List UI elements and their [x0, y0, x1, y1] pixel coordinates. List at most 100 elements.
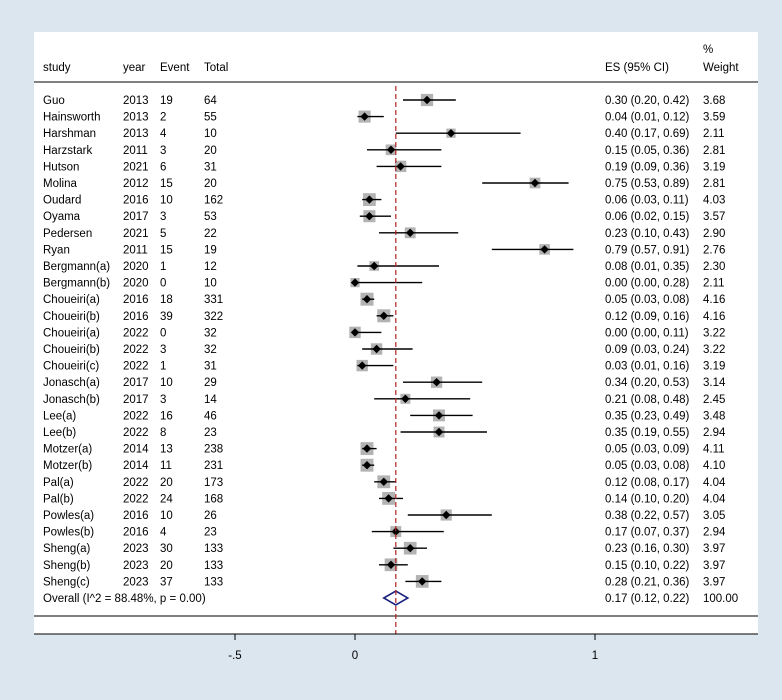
study-event: 20 — [160, 560, 173, 572]
study-row: Oyama 2017 3 53 0.06 (0.02, 0.15) 3.57 — [43, 211, 725, 223]
study-name: Pal(b) — [43, 493, 74, 505]
point-estimate — [434, 411, 444, 420]
point-estimate — [396, 162, 405, 171]
study-row: Pal(a) 2022 20 173 0.12 (0.08, 0.17) 4.04 — [43, 477, 726, 489]
study-total: 14 — [204, 394, 217, 406]
study-year: 2022 — [123, 427, 149, 439]
study-total: 31 — [204, 361, 217, 373]
study-row: Choueiri(b) 2022 3 32 0.09 (0.03, 0.24) 3.22 — [43, 344, 725, 356]
study-row: Hainsworth 2013 2 55 0.04 (0.01, 0.12) 3.59 — [43, 112, 725, 124]
study-total: 173 — [204, 477, 223, 489]
study-event: 16 — [160, 410, 173, 422]
study-total: 322 — [204, 311, 223, 323]
study-total: 133 — [204, 543, 223, 555]
study-weight: 2.81 — [703, 178, 725, 190]
header-event: Event — [160, 62, 190, 74]
study-es-ci: 0.38 (0.22, 0.57) — [605, 510, 690, 522]
x-tick-label: -.5 — [228, 650, 241, 662]
study-name: Harshman — [43, 128, 96, 140]
study-total: 10 — [204, 278, 217, 290]
study-total: 231 — [204, 460, 223, 472]
table-header: study year Event Total ES (95% CI) % Wei… — [43, 44, 739, 74]
study-name: Oyama — [43, 211, 81, 223]
study-weight: 4.16 — [703, 311, 725, 323]
point-estimate — [350, 278, 360, 287]
study-weight: 4.10 — [703, 460, 725, 472]
x-axis-ticks: -.5 0 1 — [228, 634, 598, 662]
study-event: 1 — [160, 261, 166, 273]
point-estimate — [401, 394, 410, 403]
study-event: 3 — [160, 211, 166, 223]
study-name: Pal(a) — [43, 477, 74, 489]
header-weight-pct: % — [703, 44, 713, 56]
study-event: 10 — [160, 377, 173, 389]
study-event: 1 — [160, 361, 166, 373]
study-weight: 2.81 — [703, 145, 725, 157]
study-es-ci: 0.09 (0.03, 0.24) — [605, 344, 690, 356]
study-total: 10 — [204, 128, 217, 140]
study-row: Choueiri(a) 2016 18 331 0.05 (0.03, 0.08) 4.1… — [43, 294, 725, 306]
study-year: 2016 — [123, 510, 149, 522]
study-row: Harshman 2013 4 10 0.40 (0.17, 0.69) 2.11 — [43, 128, 725, 140]
point-estimate — [350, 328, 360, 337]
study-name: Oudard — [43, 195, 81, 207]
study-year: 2022 — [123, 410, 149, 422]
study-weight: 3.14 — [703, 377, 726, 389]
study-es-ci: 0.28 (0.21, 0.36) — [605, 576, 690, 588]
study-event: 39 — [160, 311, 173, 323]
study-total: 19 — [204, 244, 217, 256]
study-total: 331 — [204, 294, 223, 306]
study-year: 2016 — [123, 527, 149, 539]
study-name: Lee(b) — [43, 427, 76, 439]
study-name: Choueiri(b) — [43, 344, 100, 356]
study-row: Harzstark 2011 3 20 0.15 (0.05, 0.36) 2.81 — [43, 145, 725, 157]
study-row: Jonasch(b) 2017 3 14 0.21 (0.08, 0.48) 2.45 — [43, 394, 725, 406]
study-name: Bergmann(b) — [43, 278, 110, 290]
study-weight: 3.22 — [703, 327, 725, 339]
study-year: 2023 — [123, 543, 149, 555]
study-row: Hutson 2021 6 31 0.19 (0.09, 0.36) 3.19 — [43, 161, 725, 173]
study-event: 11 — [160, 460, 172, 472]
point-estimate — [540, 245, 549, 254]
study-total: 53 — [204, 211, 217, 223]
study-year: 2013 — [123, 128, 149, 140]
study-name: Jonasch(b) — [43, 394, 100, 406]
study-event: 20 — [160, 477, 173, 489]
study-total: 29 — [204, 377, 217, 389]
study-year: 2022 — [123, 327, 149, 339]
study-weight: 3.59 — [703, 112, 725, 124]
study-row: Choueiri(c) 2022 1 31 0.03 (0.01, 0.16) 3.19 — [43, 361, 725, 373]
study-es-ci: 0.04 (0.01, 0.12) — [605, 112, 690, 124]
study-name: Lee(a) — [43, 410, 76, 422]
study-row: Choueiri(a) 2022 0 32 0.00 (0.00, 0.11) 3.22 — [43, 327, 725, 339]
study-rows: Guo 2013 19 64 0.30 (0.20, 0.42) 3.68Hainswor… — [43, 95, 738, 605]
study-es-ci: 0.08 (0.01, 0.35) — [605, 261, 690, 273]
study-total: 64 — [204, 95, 217, 107]
study-event: 13 — [160, 444, 173, 456]
point-estimate — [406, 544, 415, 553]
study-es-ci: 0.35 (0.19, 0.55) — [605, 427, 690, 439]
study-event: 3 — [160, 394, 166, 406]
header-year: year — [123, 62, 146, 74]
study-weight: 4.03 — [703, 195, 725, 207]
study-row: Motzer(a) 2014 13 238 0.05 (0.03, 0.09) 4.11 — [43, 444, 725, 456]
study-event: 4 — [160, 128, 167, 140]
study-name: Powles(a) — [43, 510, 94, 522]
study-es-ci: 0.05 (0.03, 0.08) — [605, 294, 690, 306]
study-event: 18 — [160, 294, 173, 306]
point-estimate — [386, 145, 396, 154]
point-estimate — [386, 560, 396, 569]
study-event: 30 — [160, 543, 173, 555]
study-event: 3 — [160, 145, 166, 157]
point-estimate — [372, 344, 381, 354]
study-row: Pal(b) 2022 24 168 0.14 (0.10, 0.20) 4.04 — [43, 493, 726, 505]
study-name: Guo — [43, 95, 65, 107]
study-event: 4 — [160, 527, 167, 539]
x-tick-label: 1 — [592, 650, 598, 662]
point-estimate — [406, 228, 415, 237]
header-weight: Weight — [703, 62, 739, 74]
study-name: Sheng(c) — [43, 576, 90, 588]
study-weight: 3.48 — [703, 410, 725, 422]
study-es-ci: 0.14 (0.10, 0.20) — [605, 493, 690, 505]
